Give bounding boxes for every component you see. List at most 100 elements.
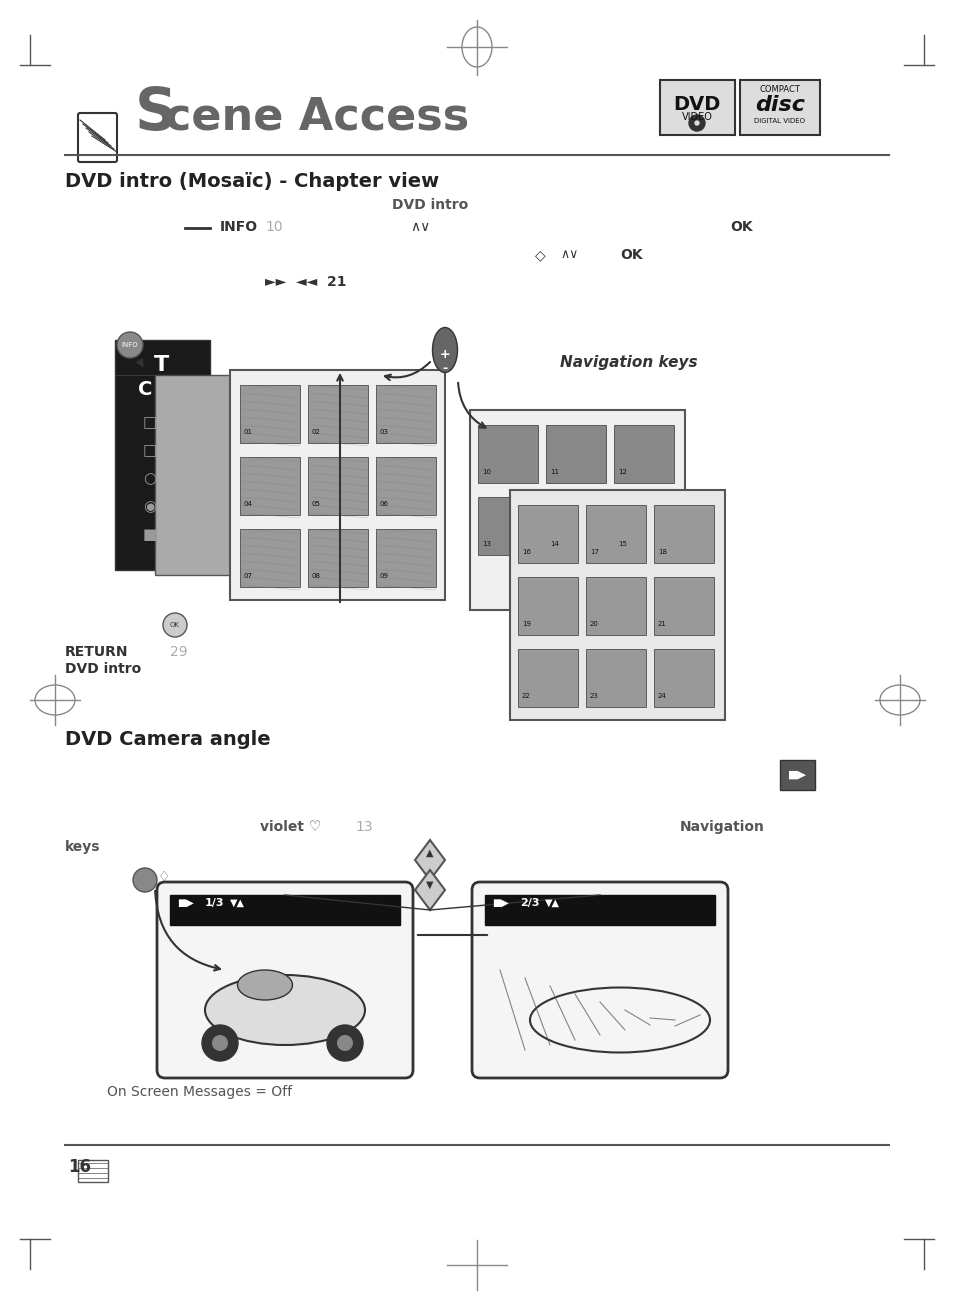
Text: 21: 21	[658, 621, 666, 627]
Bar	[477, 425, 537, 482]
Bar	[115, 340, 210, 570]
Text: On Screen Messages = Off: On Screen Messages = Off	[108, 1085, 293, 1099]
Text: violet ♡: violet ♡	[260, 820, 321, 835]
Text: DVD intro (Mosaïc) - Chapter view: DVD intro (Mosaïc) - Chapter view	[65, 172, 438, 190]
FancyBboxPatch shape	[740, 80, 820, 136]
Text: OK: OK	[729, 220, 752, 233]
Bar	[240, 529, 299, 587]
Text: 1/3: 1/3	[205, 898, 224, 908]
Text: COMPACT: COMPACT	[759, 85, 800, 94]
Bar	[308, 456, 368, 515]
Text: ■: ■	[143, 527, 157, 542]
Text: 16: 16	[521, 549, 531, 556]
Text: DVD Camera angle: DVD Camera angle	[65, 730, 271, 748]
Bar	[308, 385, 368, 443]
Bar	[375, 529, 436, 587]
Text: ∧∨: ∧∨	[410, 220, 430, 233]
Text: DIGITAL VIDEO: DIGITAL VIDEO	[754, 117, 804, 124]
Text: 01↕: 01↕	[174, 382, 195, 393]
Bar	[308, 529, 368, 587]
FancyBboxPatch shape	[472, 882, 727, 1078]
Bar	[780, 760, 814, 790]
Text: ▲: ▲	[426, 848, 434, 858]
Text: +: +	[439, 348, 450, 361]
Text: 14: 14	[550, 541, 558, 546]
Text: Navigation: Navigation	[679, 820, 764, 835]
Bar	[585, 649, 645, 707]
Text: 07: 07	[244, 572, 253, 579]
Text: 08: 08	[312, 572, 320, 579]
Bar	[614, 497, 673, 556]
Text: ►►  ◄◄  21: ►► ◄◄ 21	[265, 275, 346, 289]
Circle shape	[202, 1025, 237, 1061]
Polygon shape	[415, 870, 444, 910]
Text: 23: 23	[589, 692, 598, 699]
Bar	[240, 385, 299, 443]
Bar	[470, 409, 684, 610]
Text: 13: 13	[355, 820, 373, 835]
Text: ◉: ◉	[143, 499, 156, 514]
Text: ■▶: ■▶	[177, 898, 193, 908]
Bar	[510, 490, 724, 720]
Text: DVD intro: DVD intro	[65, 662, 141, 675]
Text: T: T	[154, 355, 170, 376]
Text: 06: 06	[379, 501, 389, 507]
Circle shape	[163, 613, 187, 636]
Text: 19: 19	[521, 621, 531, 627]
Bar	[654, 505, 713, 563]
Bar	[230, 370, 444, 600]
Text: S: S	[135, 85, 177, 142]
Text: ▼: ▼	[426, 880, 434, 891]
Circle shape	[132, 868, 157, 892]
Text: OK: OK	[619, 248, 642, 262]
Text: ■▶: ■▶	[492, 898, 508, 908]
Bar	[517, 505, 578, 563]
Text: ○: ○	[143, 471, 156, 486]
Text: ▼▲: ▼▲	[230, 898, 245, 908]
Bar	[484, 895, 714, 925]
Text: 24: 24	[658, 692, 666, 699]
Text: 10: 10	[265, 220, 282, 233]
Text: 03: 03	[379, 429, 389, 436]
Text: 18: 18	[658, 549, 666, 556]
Ellipse shape	[205, 975, 365, 1045]
Text: 16: 16	[68, 1158, 91, 1176]
Bar	[240, 456, 299, 515]
Circle shape	[336, 1035, 353, 1051]
Bar	[654, 576, 713, 635]
Text: ◇: ◇	[534, 248, 545, 262]
FancyBboxPatch shape	[659, 80, 734, 136]
Text: 10: 10	[481, 469, 491, 475]
Text: 2/3: 2/3	[519, 898, 539, 908]
Bar	[585, 576, 645, 635]
Bar	[477, 497, 537, 556]
FancyBboxPatch shape	[157, 882, 413, 1078]
Text: INFO: INFO	[122, 342, 138, 348]
Bar	[614, 425, 673, 482]
Text: 12: 12	[618, 469, 626, 475]
Text: ▦: ▦	[154, 556, 169, 570]
Polygon shape	[415, 840, 444, 880]
Bar	[375, 385, 436, 443]
Bar	[375, 456, 436, 515]
Text: ♢: ♢	[158, 870, 171, 884]
Text: 05: 05	[312, 501, 320, 507]
Text: VIDEO: VIDEO	[680, 112, 712, 123]
Text: □: □	[143, 415, 157, 430]
Text: INFO: INFO	[220, 220, 258, 233]
Text: disc: disc	[754, 95, 804, 115]
Bar	[585, 505, 645, 563]
Text: RETURN: RETURN	[65, 645, 129, 659]
Text: 02: 02	[312, 429, 320, 436]
Text: -: -	[442, 363, 447, 376]
Text: 22: 22	[521, 692, 530, 699]
Text: 20: 20	[589, 621, 598, 627]
Bar	[517, 576, 578, 635]
Ellipse shape	[432, 327, 457, 373]
Text: 04: 04	[244, 501, 253, 507]
Bar	[170, 895, 399, 925]
Bar	[78, 1161, 108, 1181]
Circle shape	[688, 115, 704, 130]
Text: 29: 29	[170, 645, 188, 659]
Text: □: □	[143, 443, 157, 458]
